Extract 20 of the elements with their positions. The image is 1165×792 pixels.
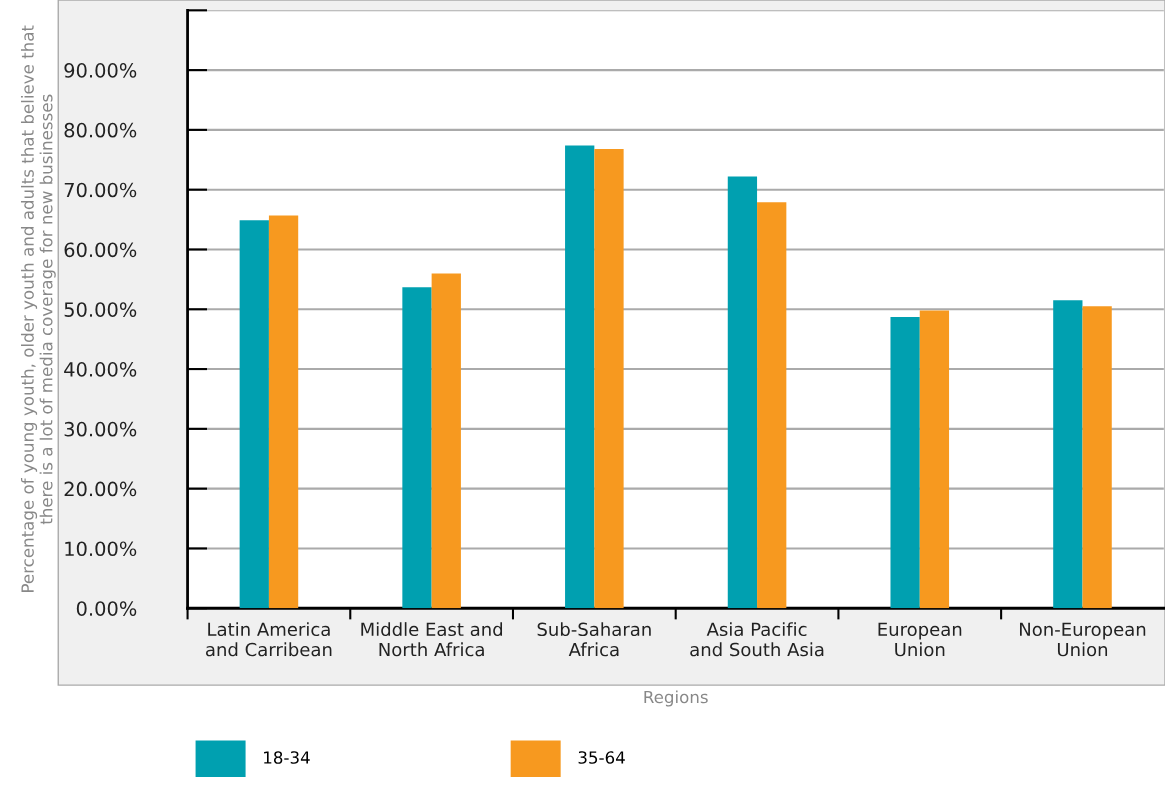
y-tick-label: 20.00%	[64, 481, 137, 497]
x-tick-label: Latin America and Carribean	[206, 622, 332, 657]
x-tick-label: Sub-Saharan Africa	[537, 622, 651, 657]
x-axis-title: Regions	[644, 690, 708, 707]
x-tick-label: Asia Pacific and South Asia	[690, 622, 824, 657]
y-tick-label: 40.00%	[64, 362, 137, 377]
y-tick-label: 60.00%	[64, 242, 137, 258]
legend-label: 18-34	[264, 751, 310, 764]
legend-label: 35-64	[578, 751, 625, 764]
y-tick-label: 80.00%	[64, 122, 137, 138]
x-tick-label: European Union	[878, 622, 962, 657]
y-tick-label: 30.00%	[64, 421, 137, 437]
y-tick-label: 0.00%	[76, 601, 137, 616]
x-tick-label: Middle East and North Africa	[361, 622, 503, 657]
y-tick-label: 50.00%	[64, 302, 137, 317]
y-axis-title: Percentage of young youth, older youth and adults that believe that there is a lot of media coverage for new businesses	[20, 25, 56, 592]
y-tick-label: 70.00%	[64, 182, 137, 198]
x-tick-label: Non-European Union	[1020, 622, 1146, 657]
y-tick-label: 10.00%	[65, 541, 137, 557]
y-tick-label: 90.00%	[64, 63, 137, 78]
